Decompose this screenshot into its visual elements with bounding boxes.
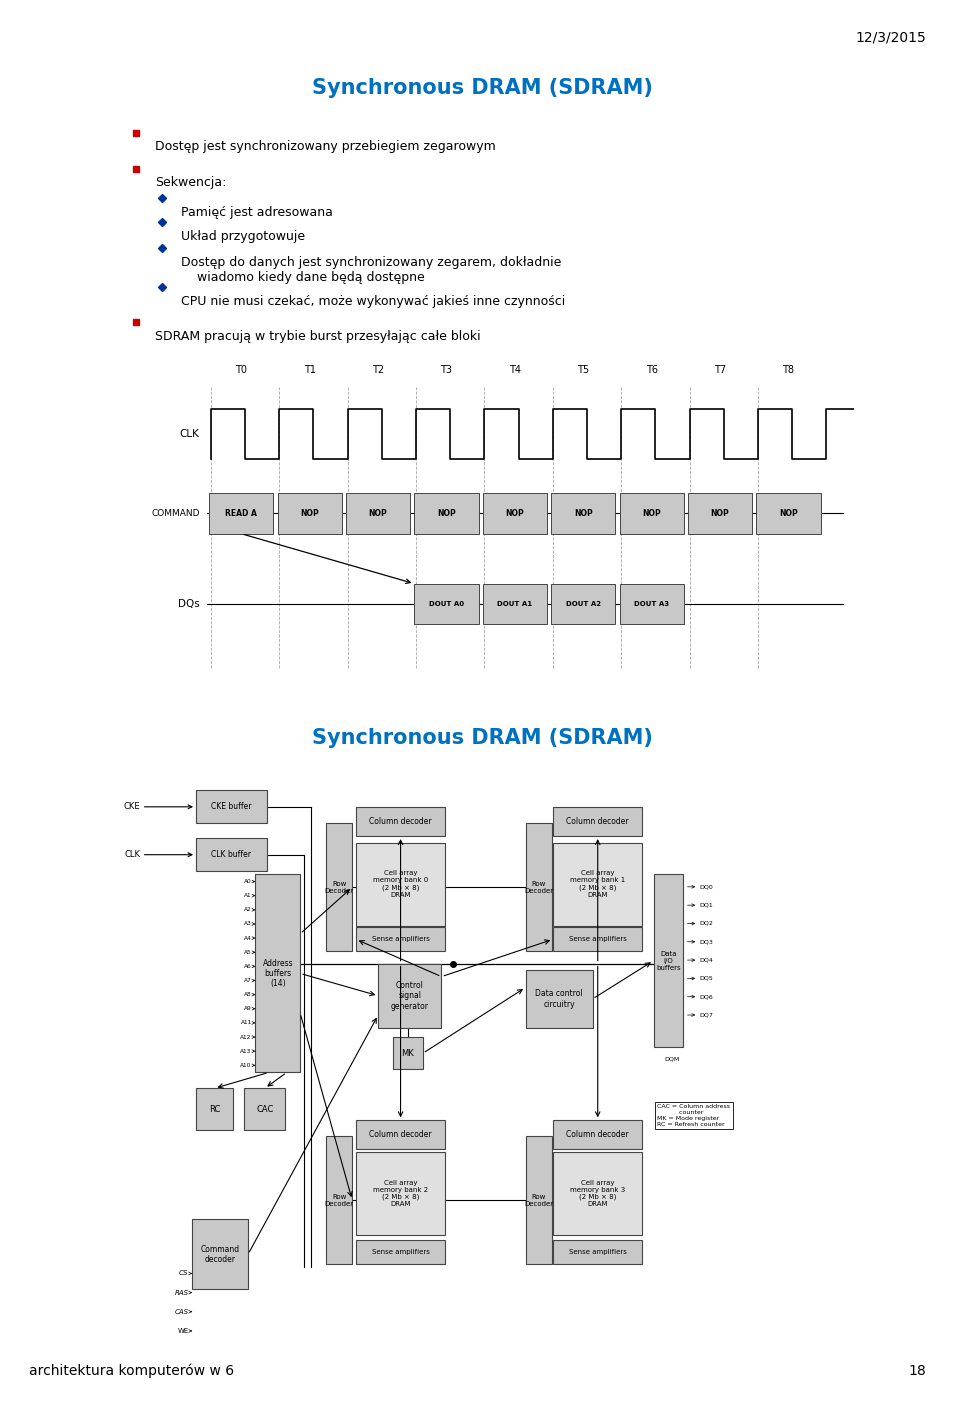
- Text: 18: 18: [909, 1364, 926, 1378]
- Bar: [394, 1037, 422, 1069]
- Text: T1: T1: [303, 365, 316, 375]
- Text: Sense amplifiers: Sense amplifiers: [568, 936, 627, 943]
- Text: A6: A6: [244, 964, 252, 969]
- Text: RC: RC: [209, 1104, 220, 1114]
- Text: A10: A10: [240, 1063, 252, 1068]
- Text: T4: T4: [509, 365, 521, 375]
- Bar: [619, 492, 684, 533]
- Text: DQ4: DQ4: [700, 958, 713, 962]
- Bar: [553, 1240, 642, 1264]
- Bar: [415, 492, 479, 533]
- Bar: [326, 824, 352, 951]
- Text: DQ6: DQ6: [700, 995, 713, 999]
- Bar: [654, 874, 684, 1047]
- Text: A5: A5: [244, 950, 252, 954]
- Bar: [415, 584, 479, 624]
- Text: DQ5: DQ5: [700, 976, 713, 981]
- Bar: [756, 492, 821, 533]
- Text: Row
Decoder: Row Decoder: [324, 881, 353, 894]
- Bar: [192, 1219, 248, 1289]
- Text: DQ0: DQ0: [700, 884, 713, 890]
- Bar: [277, 492, 342, 533]
- Bar: [525, 1136, 552, 1264]
- Bar: [551, 492, 615, 533]
- Text: Data control
circuitry: Data control circuitry: [536, 989, 583, 1009]
- Text: NOP: NOP: [506, 509, 524, 518]
- Text: DQs: DQs: [178, 599, 200, 609]
- Bar: [553, 843, 642, 926]
- Bar: [346, 492, 410, 533]
- Text: Cell array
memory bank 2
(2 Mb × 8)
DRAM: Cell array memory bank 2 (2 Mb × 8) DRAM: [373, 1180, 428, 1208]
- Text: MK: MK: [401, 1048, 415, 1058]
- Bar: [356, 1152, 445, 1235]
- Text: Control
signal
generator: Control signal generator: [391, 981, 429, 1010]
- Text: T7: T7: [714, 365, 726, 375]
- Text: NOP: NOP: [369, 509, 388, 518]
- Bar: [356, 843, 445, 926]
- Text: NOP: NOP: [710, 509, 730, 518]
- Text: SDRAM pracują w trybie burst przesyłając całe bloki: SDRAM pracują w trybie burst przesyłając…: [156, 330, 481, 342]
- Text: NOP: NOP: [574, 509, 592, 518]
- Text: DOUT A2: DOUT A2: [565, 600, 601, 607]
- Text: CLK buffer: CLK buffer: [211, 850, 252, 859]
- Bar: [196, 838, 267, 871]
- Text: CAC = Column address
           counter
MK = Mode register
RC = Refresh counter: CAC = Column address counter MK = Mode r…: [658, 1104, 731, 1127]
- Text: Dostęp do danych jest synchronizowany zegarem, dokładnie
    wiadomo kiedy dane : Dostęp do danych jest synchronizowany ze…: [181, 255, 562, 283]
- Bar: [196, 1089, 233, 1129]
- Text: COMMAND: COMMAND: [151, 509, 200, 518]
- Text: Cell array
memory bank 0
(2 Mb × 8)
DRAM: Cell array memory bank 0 (2 Mb × 8) DRAM: [372, 870, 428, 898]
- Text: Sense amplifiers: Sense amplifiers: [372, 1249, 429, 1256]
- Text: T2: T2: [372, 365, 384, 375]
- Bar: [255, 874, 300, 1072]
- Text: Data
I/O
buffers: Data I/O buffers: [656, 951, 681, 971]
- Text: DQ3: DQ3: [700, 939, 713, 944]
- Bar: [483, 492, 547, 533]
- Text: CKE: CKE: [124, 803, 140, 811]
- Text: Dostęp jest synchronizowany przebiegiem zegarowym: Dostęp jest synchronizowany przebiegiem …: [156, 140, 495, 153]
- Text: A9: A9: [244, 1006, 252, 1012]
- Text: DOUT A3: DOUT A3: [635, 600, 669, 607]
- Bar: [525, 971, 592, 1027]
- Text: Address
buffers
(14): Address buffers (14): [262, 958, 293, 988]
- Text: A12: A12: [240, 1034, 252, 1040]
- Text: CAS: CAS: [175, 1309, 188, 1315]
- Bar: [378, 964, 442, 1027]
- Bar: [553, 927, 642, 951]
- Text: A0: A0: [244, 880, 252, 884]
- Text: CLK: CLK: [124, 850, 140, 859]
- Bar: [483, 584, 547, 624]
- Text: A8: A8: [244, 992, 252, 998]
- Text: NOP: NOP: [437, 509, 456, 518]
- Bar: [356, 927, 445, 951]
- Text: Sekwencja:: Sekwencja:: [156, 175, 227, 189]
- Text: Column decoder: Column decoder: [370, 1131, 432, 1139]
- Bar: [553, 808, 642, 836]
- Text: architektura komputerów w 6: architektura komputerów w 6: [29, 1364, 234, 1378]
- Bar: [326, 1136, 352, 1264]
- Text: A2: A2: [244, 908, 252, 912]
- Text: A11: A11: [241, 1020, 252, 1026]
- Text: Cell array
memory bank 1
(2 Mb × 8)
DRAM: Cell array memory bank 1 (2 Mb × 8) DRAM: [570, 870, 625, 898]
- Text: Row
Decoder: Row Decoder: [524, 881, 553, 894]
- Text: Synchronous DRAM (SDRAM): Synchronous DRAM (SDRAM): [312, 728, 653, 748]
- Text: Sense amplifiers: Sense amplifiers: [372, 936, 429, 943]
- Text: A7: A7: [244, 978, 252, 984]
- Text: NOP: NOP: [300, 509, 319, 518]
- Text: T6: T6: [646, 365, 658, 375]
- Bar: [356, 808, 445, 836]
- Bar: [551, 584, 615, 624]
- Text: NOP: NOP: [780, 509, 798, 518]
- Text: Pamięć jest adresowana: Pamięć jest adresowana: [181, 206, 333, 219]
- Text: DQ2: DQ2: [700, 920, 713, 926]
- Text: Command
decoder: Command decoder: [201, 1244, 240, 1264]
- Text: T8: T8: [782, 365, 795, 375]
- Text: Synchronous DRAM (SDRAM): Synchronous DRAM (SDRAM): [312, 79, 653, 98]
- Text: 12/3/2015: 12/3/2015: [855, 31, 926, 45]
- Bar: [356, 1120, 445, 1149]
- Text: A1: A1: [244, 894, 252, 898]
- Text: DQM: DQM: [664, 1056, 680, 1062]
- Text: Cell array
memory bank 3
(2 Mb × 8)
DRAM: Cell array memory bank 3 (2 Mb × 8) DRAM: [570, 1180, 625, 1208]
- Text: DOUT A0: DOUT A0: [429, 600, 464, 607]
- Text: RAS: RAS: [175, 1289, 188, 1295]
- Bar: [553, 1152, 642, 1235]
